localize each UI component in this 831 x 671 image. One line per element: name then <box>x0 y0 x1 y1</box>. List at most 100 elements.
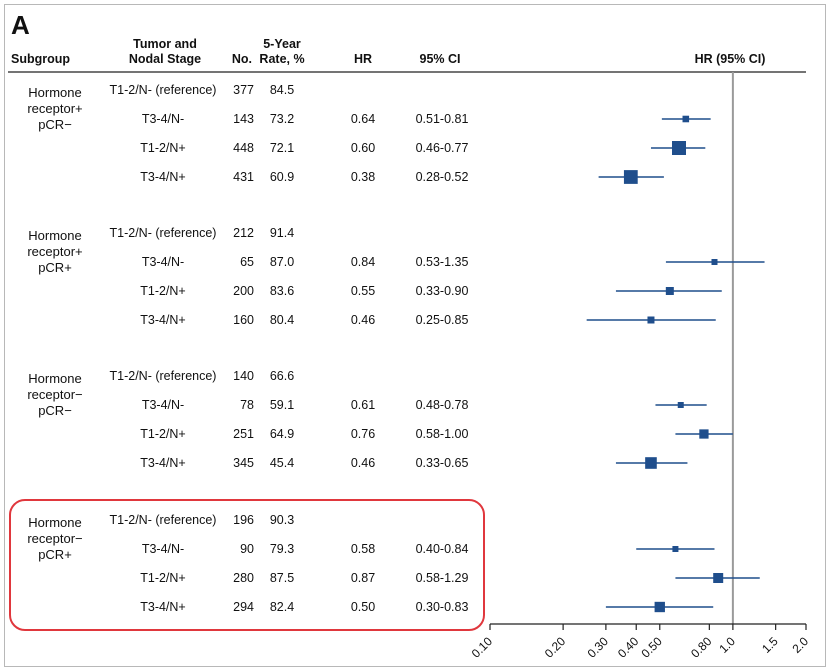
figure-frame <box>4 4 826 667</box>
subgroup-label: Hormone receptor− pCR− <box>12 371 98 419</box>
header-hr: HR <box>353 52 373 66</box>
subgroup-label-line: receptor− <box>27 531 83 546</box>
rate-value: 82.4 <box>269 600 295 614</box>
n-value: 251 <box>233 427 254 441</box>
subgroup-label-line: Hormone <box>28 515 82 530</box>
subgroup-label-line: Hormone <box>28 85 82 100</box>
hr-value: 0.64 <box>350 112 376 126</box>
hr-value: 0.50 <box>350 600 376 614</box>
n-value: 78 <box>240 398 254 412</box>
rate-value: 90.3 <box>269 513 295 527</box>
ci-value: 0.33-0.90 <box>415 284 469 298</box>
n-value: 90 <box>240 542 254 556</box>
n-value: 280 <box>233 571 254 585</box>
subgroup-label-line: pCR− <box>38 117 72 132</box>
hr-value: 0.60 <box>350 141 376 155</box>
header-stage-line-1: Tumor and <box>133 37 197 51</box>
rate-value: 79.3 <box>269 542 295 556</box>
stage-label: T3-4/N- <box>141 398 185 412</box>
rate-value: 60.9 <box>269 170 295 184</box>
ci-value: 0.25-0.85 <box>415 313 469 327</box>
ci-value: 0.30-0.83 <box>415 600 469 614</box>
n-value: 200 <box>233 284 254 298</box>
rate-value: 87.0 <box>269 255 295 269</box>
hr-marker <box>672 141 687 155</box>
hr-value: 0.76 <box>350 427 376 441</box>
subgroup-label: Hormone receptor+ pCR− <box>12 85 98 133</box>
rate-value: 72.1 <box>269 141 295 155</box>
subgroup-label-line: Hormone <box>28 371 82 386</box>
n-value: 448 <box>233 141 254 155</box>
hr-value: 0.58 <box>350 542 376 556</box>
hr-value: 0.46 <box>350 456 376 470</box>
hr-marker <box>647 316 655 324</box>
header-rate-line-1: 5-Year <box>263 37 301 51</box>
subgroup-label-line: pCR+ <box>38 547 72 562</box>
ci-value: 0.40-0.84 <box>415 542 469 556</box>
ci-value: 0.53-1.35 <box>415 255 469 269</box>
rate-value: 83.6 <box>269 284 295 298</box>
subgroup-label-line: receptor+ <box>27 101 83 116</box>
stage-label: T3-4/N+ <box>140 600 186 614</box>
subgroup-label-line: Hormone <box>28 228 82 243</box>
subgroup-label: Hormone receptor+ pCR+ <box>12 228 98 276</box>
hr-marker <box>645 457 657 469</box>
stage-label: T3-4/N- <box>141 542 185 556</box>
stage-label: T3-4/N- <box>141 112 185 126</box>
rate-value: 87.5 <box>269 571 295 585</box>
stage-label: T3-4/N+ <box>140 170 186 184</box>
header-no: No. <box>231 52 252 66</box>
header-plot: HR (95% CI) <box>694 52 766 66</box>
stage-label: T1-2/N+ <box>140 427 186 441</box>
stage-label: T1-2/N- (reference) <box>109 226 217 240</box>
stage-label: T1-2/N- (reference) <box>109 369 217 383</box>
hr-value: 0.38 <box>350 170 376 184</box>
x-tick-label: 0.10 <box>469 634 496 661</box>
hr-value: 0.61 <box>350 398 376 412</box>
n-value: 140 <box>233 369 254 383</box>
n-value: 196 <box>233 513 254 527</box>
stage-label: T3-4/N- <box>141 255 185 269</box>
header-rate-line-2: Rate, % <box>259 52 305 66</box>
x-tick-label: 0.40 <box>615 634 642 661</box>
ci-value: 0.33-0.65 <box>415 456 469 470</box>
hr-marker <box>699 429 709 439</box>
hr-marker <box>682 115 690 123</box>
hr-value: 0.84 <box>350 255 376 269</box>
n-value: 65 <box>240 255 254 269</box>
highlight-box <box>9 499 485 631</box>
hr-marker <box>665 287 674 295</box>
rate-value: 59.1 <box>269 398 295 412</box>
ci-value: 0.51-0.81 <box>415 112 469 126</box>
hr-marker <box>654 601 665 613</box>
subgroup-label: Hormone receptor− pCR+ <box>12 515 98 563</box>
subgroup-label-line: pCR+ <box>38 260 72 275</box>
rate-value: 73.2 <box>269 112 295 126</box>
stage-label: T1-2/N+ <box>140 141 186 155</box>
header-stage-line-2: Nodal Stage <box>128 52 202 66</box>
ci-value: 0.46-0.77 <box>415 141 469 155</box>
stage-label: T1-2/N+ <box>140 284 186 298</box>
stage-label: T1-2/N- (reference) <box>109 513 217 527</box>
subgroup-label-line: receptor+ <box>27 244 83 259</box>
hr-marker <box>623 170 638 184</box>
x-tick-label: 1.0 <box>716 634 738 656</box>
stage-label: T3-4/N+ <box>140 313 186 327</box>
n-value: 294 <box>233 600 254 614</box>
n-value: 143 <box>233 112 254 126</box>
header-rate: 5-Year Rate, % <box>252 37 312 67</box>
ci-value: 0.28-0.52 <box>415 170 469 184</box>
hr-value: 0.87 <box>350 571 376 585</box>
rate-value: 84.5 <box>269 83 295 97</box>
rate-value: 91.4 <box>269 226 295 240</box>
x-tick-label: 1.5 <box>759 634 781 656</box>
hr-marker <box>677 402 684 408</box>
x-tick-label: 0.20 <box>542 634 569 661</box>
hr-marker <box>672 546 679 552</box>
subgroup-label-line: pCR− <box>38 403 72 418</box>
n-value: 212 <box>233 226 254 240</box>
n-value: 160 <box>233 313 254 327</box>
subgroup-label-line: receptor− <box>27 387 83 402</box>
x-tick-label: 0.80 <box>688 634 715 661</box>
